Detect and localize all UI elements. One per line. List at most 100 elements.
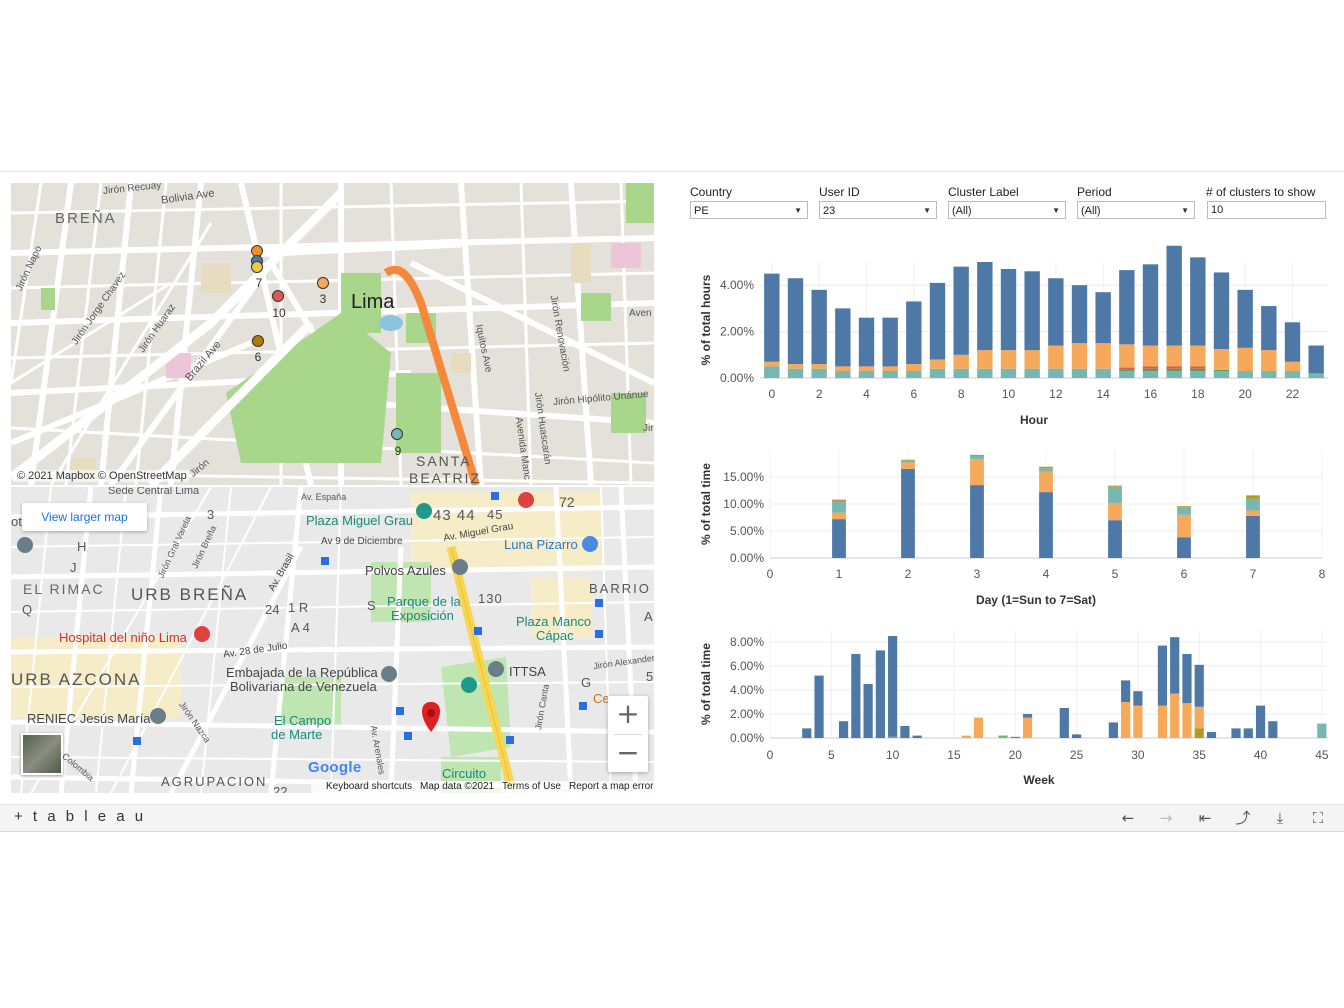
bar-segment[interactable] <box>977 350 993 369</box>
bar-segment[interactable] <box>802 728 812 738</box>
bar-segment[interactable] <box>1095 343 1111 369</box>
bar-segment[interactable] <box>1237 347 1253 372</box>
bar-segment[interactable] <box>1190 345 1206 367</box>
bar-segment[interactable] <box>970 459 984 486</box>
bar-segment[interactable] <box>832 512 846 520</box>
bar-segment[interactable] <box>787 368 804 378</box>
share-icon[interactable]: ⤴ <box>1235 809 1251 827</box>
bar-segment[interactable] <box>901 460 915 463</box>
zoom-in-button[interactable]: + <box>616 697 640 730</box>
bar-segment[interactable] <box>1177 537 1191 558</box>
bar-segment[interactable] <box>977 262 993 351</box>
bar-segment[interactable] <box>1039 492 1053 558</box>
bar-segment[interactable] <box>1071 734 1082 738</box>
bar-segment[interactable] <box>1095 368 1111 378</box>
filter-period-select[interactable]: (All) ▼ <box>1077 201 1195 219</box>
bar-segment[interactable] <box>1121 680 1131 702</box>
bar-segment[interactable] <box>1024 271 1040 351</box>
bar-segment[interactable] <box>1048 345 1064 369</box>
bar-segment[interactable] <box>1121 702 1131 738</box>
bar-segment[interactable] <box>882 366 898 372</box>
fullscreen-icon[interactable]: ⛶ <box>1312 809 1324 827</box>
bar-segment[interactable] <box>1119 367 1135 370</box>
bar-segment[interactable] <box>764 273 780 362</box>
bar-segment[interactable] <box>1039 468 1053 472</box>
tableau-logo[interactable]: + t a b l e a u <box>14 808 147 825</box>
bar-segment[interactable] <box>1213 272 1230 349</box>
bar-segment[interactable] <box>901 468 915 558</box>
bar-segment[interactable] <box>1166 366 1182 369</box>
bar-segment[interactable] <box>1108 520 1122 558</box>
bar-segment[interactable] <box>970 485 984 558</box>
bar-segment[interactable] <box>1261 350 1277 372</box>
cluster-marker[interactable] <box>252 335 264 347</box>
bar-segment[interactable] <box>1000 268 1017 351</box>
bar-segment[interactable] <box>1024 350 1040 369</box>
bar-segment[interactable] <box>1190 368 1206 372</box>
bar-segment[interactable] <box>1170 693 1180 738</box>
bar-segment[interactable] <box>1048 278 1064 346</box>
bar-segment[interactable] <box>1119 270 1135 345</box>
bar-segment[interactable] <box>998 736 1008 738</box>
bar-segment[interactable] <box>901 459 915 461</box>
filter-cluster-label-select[interactable]: (All) ▼ <box>948 201 1066 219</box>
mapbox-attribution[interactable]: © 2021 Mapbox © OpenStreetMap <box>15 470 189 482</box>
cluster-marker[interactable] <box>251 261 263 273</box>
bar-segment[interactable] <box>1119 344 1135 368</box>
bar-segment[interactable] <box>1190 257 1206 346</box>
undo-icon[interactable]: ← <box>1121 809 1135 827</box>
bar-segment[interactable] <box>1182 703 1192 738</box>
bar-segment[interactable] <box>875 650 885 738</box>
bar-segment[interactable] <box>970 454 984 456</box>
bar-segment[interactable] <box>832 519 846 558</box>
bar-segment[interactable] <box>1284 361 1301 372</box>
cluster-map[interactable]: BREÑA Lima Bolivia Ave Jirón Recuay Jiró… <box>11 183 654 485</box>
report-map-error-link[interactable]: Report a map error <box>569 781 654 792</box>
bar-segment[interactable] <box>764 366 780 378</box>
bar-segment[interactable] <box>1108 722 1118 738</box>
bar-segment[interactable] <box>835 371 851 378</box>
filter-country-select[interactable]: PE ▼ <box>690 201 808 219</box>
bar-segment[interactable] <box>1194 664 1204 707</box>
bar-segment[interactable] <box>832 499 846 501</box>
bar-segment[interactable] <box>1255 705 1266 738</box>
bar-segment[interactable] <box>1284 371 1301 378</box>
bar-segment[interactable] <box>929 282 946 360</box>
bar-segment[interactable] <box>953 354 969 369</box>
bar-segment[interactable] <box>835 366 851 372</box>
bar-segment[interactable] <box>1177 514 1191 538</box>
bar-segment[interactable] <box>953 266 969 355</box>
bar-segment[interactable] <box>858 371 875 378</box>
bar-segment[interactable] <box>1261 371 1277 378</box>
bar-segment[interactable] <box>1246 510 1260 516</box>
bar-segment[interactable] <box>998 735 1008 737</box>
bar-segment[interactable] <box>1231 728 1241 738</box>
bar-segment[interactable] <box>929 368 946 378</box>
bar-segment[interactable] <box>1142 264 1159 346</box>
zoom-out-button[interactable]: − <box>616 736 640 769</box>
bar-segment[interactable] <box>1039 466 1053 469</box>
bar-segment[interactable] <box>1142 371 1159 378</box>
bar-segment[interactable] <box>1024 368 1040 378</box>
bar-segment[interactable] <box>1108 502 1122 521</box>
bar-segment[interactable] <box>1108 486 1122 503</box>
bar-segment[interactable] <box>1000 350 1017 369</box>
bar-segment[interactable] <box>1108 485 1122 487</box>
bar-segment[interactable] <box>1177 507 1191 515</box>
bar-segment[interactable] <box>832 501 846 513</box>
bar-segment[interactable] <box>811 368 827 378</box>
cluster-marker[interactable] <box>272 290 284 302</box>
bar-segment[interactable] <box>973 717 984 738</box>
bar-segment[interactable] <box>1308 373 1324 378</box>
bar-segment[interactable] <box>882 317 898 367</box>
bar-segment[interactable] <box>1157 705 1168 738</box>
bar-segment[interactable] <box>1157 645 1168 706</box>
bar-segment[interactable] <box>906 301 922 365</box>
bar-segment[interactable] <box>787 278 804 365</box>
bar-segment[interactable] <box>1182 654 1192 704</box>
bar-segment[interactable] <box>811 364 827 369</box>
bar-segment[interactable] <box>1190 366 1206 369</box>
bar-segment[interactable] <box>1071 343 1088 369</box>
bar-segment[interactable] <box>1022 717 1033 738</box>
bar-segment[interactable] <box>1048 368 1064 378</box>
